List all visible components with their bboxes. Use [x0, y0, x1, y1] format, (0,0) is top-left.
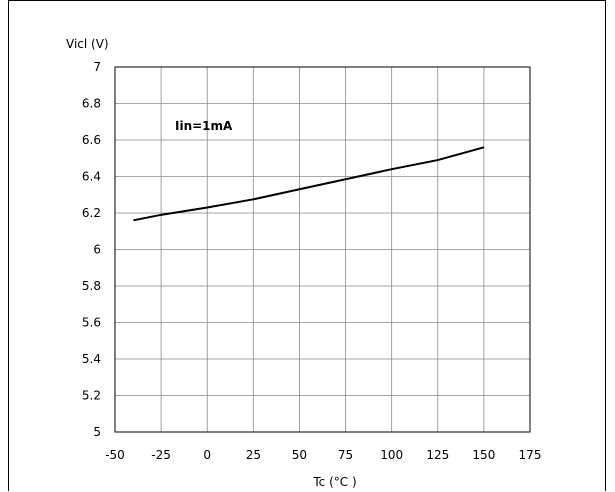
plot-area-border	[114, 66, 531, 433]
x-tick-label: 100	[380, 448, 403, 462]
x-tick-label: 50	[292, 448, 307, 462]
x-axis-label: Tc (°C )	[312, 475, 356, 489]
y-tick-label: 5.8	[82, 279, 101, 293]
y-tick-label: 5	[93, 425, 101, 439]
y-tick-label: 6.8	[82, 97, 101, 111]
y-tick-labels: 5 5.2 5.4 5.6 5.8 6 6.2 6.4 6.6 6.8 7	[82, 60, 101, 439]
x-tick-label: 125	[426, 448, 449, 462]
y-tick-label: 5.2	[82, 389, 101, 403]
y-tick-label: 5.4	[82, 352, 101, 366]
x-tick-label: 75	[338, 448, 353, 462]
x-tick-label: 25	[246, 448, 261, 462]
y-tick-label: 5.6	[82, 316, 101, 330]
plot-border-rect	[114, 66, 531, 433]
x-tick-label: 0	[203, 448, 211, 462]
x-tick-label: 175	[519, 448, 542, 462]
x-tick-label: 150	[472, 448, 495, 462]
series-lines	[133, 146, 485, 222]
current-annotation: Iin=1mA	[175, 119, 233, 133]
vicl-series-line	[133, 146, 485, 222]
x-tick-label: -25	[151, 448, 171, 462]
y-tick-label: 6.4	[82, 170, 101, 184]
figure-frame	[8, 0, 606, 491]
y-tick-label: 6.2	[82, 206, 101, 220]
x-tick-label: -50	[105, 448, 125, 462]
y-tick-label: 7	[93, 60, 101, 74]
y-tick-label: 6.6	[82, 133, 101, 147]
x-tick-labels: -50 -25 0 25 50 75 100 125 150 175	[105, 448, 541, 462]
figure-frame-top	[8, 0, 606, 1]
y-axis-label: Vicl (V)	[66, 37, 109, 51]
y-tick-label: 6	[93, 243, 101, 257]
